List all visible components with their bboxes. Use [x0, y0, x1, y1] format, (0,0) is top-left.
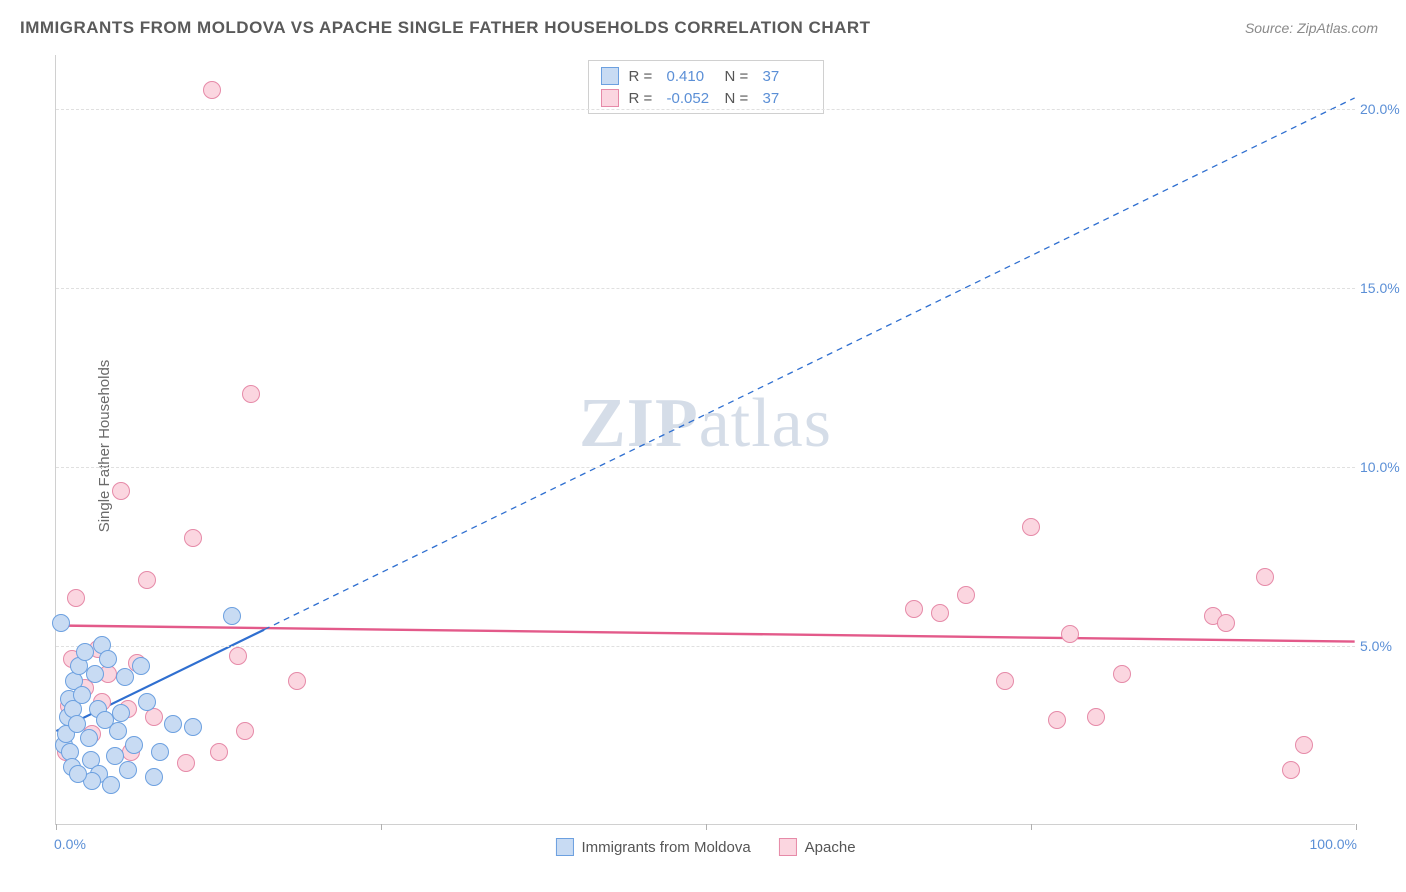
legend-swatch-icon — [601, 67, 619, 85]
data-point-apache — [210, 743, 228, 761]
data-point-apache — [1256, 568, 1274, 586]
data-point-moldova — [116, 668, 134, 686]
data-point-moldova — [164, 715, 182, 733]
data-point-apache — [242, 385, 260, 403]
legend-r-value: 0.410 — [667, 68, 715, 85]
data-point-moldova — [69, 765, 87, 783]
data-point-apache — [138, 571, 156, 589]
plot-area: ZIPatlas R =0.410N =37R =-0.052N =37 Imm… — [55, 55, 1355, 825]
legend-r-label: R = — [629, 90, 657, 107]
data-point-moldova — [112, 704, 130, 722]
data-point-moldova — [86, 665, 104, 683]
legend-n-value: 37 — [763, 90, 811, 107]
y-tick-label: 5.0% — [1360, 638, 1406, 654]
data-point-moldova — [102, 776, 120, 794]
watermark-zip: ZIP — [579, 385, 699, 462]
data-point-moldova — [184, 718, 202, 736]
watermark-atlas: atlas — [699, 385, 832, 462]
legend-n-label: N = — [725, 90, 753, 107]
x-tick — [1356, 824, 1357, 830]
data-point-apache — [288, 672, 306, 690]
data-point-apache — [1048, 711, 1066, 729]
gridline — [56, 288, 1355, 289]
chart-title: IMMIGRANTS FROM MOLDOVA VS APACHE SINGLE… — [20, 18, 871, 38]
data-point-moldova — [151, 743, 169, 761]
legend-n-label: N = — [725, 68, 753, 85]
data-point-apache — [1087, 708, 1105, 726]
data-point-apache — [112, 482, 130, 500]
legend-n-value: 37 — [763, 68, 811, 85]
legend-correlation-row-moldova: R = 0.410 N = 37 — [601, 65, 811, 87]
legend-swatch-icon — [601, 89, 619, 107]
x-axis-max-label: 100.0% — [1310, 836, 1357, 852]
data-point-moldova — [109, 722, 127, 740]
data-point-apache — [177, 754, 195, 772]
data-point-apache — [1217, 614, 1235, 632]
data-point-apache — [229, 647, 247, 665]
data-point-apache — [1022, 518, 1040, 536]
y-tick-label: 15.0% — [1360, 280, 1406, 296]
data-point-apache — [203, 81, 221, 99]
x-tick — [1031, 824, 1032, 830]
x-tick — [56, 824, 57, 830]
data-point-moldova — [223, 607, 241, 625]
data-point-moldova — [73, 686, 91, 704]
data-point-moldova — [52, 614, 70, 632]
y-tick-label: 20.0% — [1360, 101, 1406, 117]
legend-series-label: Apache — [805, 839, 856, 856]
data-point-apache — [1113, 665, 1131, 683]
data-point-apache — [1295, 736, 1313, 754]
gridline — [56, 467, 1355, 468]
data-point-apache — [931, 604, 949, 622]
x-tick — [381, 824, 382, 830]
legend-swatch-icon — [555, 838, 573, 856]
data-point-apache — [1061, 625, 1079, 643]
data-point-moldova — [99, 650, 117, 668]
data-point-apache — [184, 529, 202, 547]
legend-series-item-apache: Apache — [779, 838, 856, 856]
data-point-moldova — [119, 761, 137, 779]
source-attribution: Source: ZipAtlas.com — [1245, 20, 1378, 36]
data-point-moldova — [138, 693, 156, 711]
legend-series-label: Immigrants from Moldova — [581, 839, 750, 856]
trendline-moldova-dashed — [264, 98, 1355, 630]
watermark: ZIPatlas — [579, 384, 832, 464]
data-point-apache — [1282, 761, 1300, 779]
data-point-moldova — [106, 747, 124, 765]
data-point-apache — [996, 672, 1014, 690]
gridline — [56, 646, 1355, 647]
data-point-moldova — [76, 643, 94, 661]
legend-series: Immigrants from Moldova Apache — [555, 838, 855, 856]
legend-r-label: R = — [629, 68, 657, 85]
data-point-moldova — [125, 736, 143, 754]
data-point-moldova — [132, 657, 150, 675]
legend-r-value: -0.052 — [667, 90, 715, 107]
legend-series-item-moldova: Immigrants from Moldova — [555, 838, 750, 856]
data-point-apache — [957, 586, 975, 604]
trend-lines-svg — [56, 55, 1355, 824]
legend-correlation-row-apache: R = -0.052 N = 37 — [601, 87, 811, 109]
y-tick-label: 10.0% — [1360, 459, 1406, 475]
gridline — [56, 109, 1355, 110]
data-point-moldova — [145, 768, 163, 786]
legend-swatch-icon — [779, 838, 797, 856]
trendline-apache — [56, 625, 1354, 641]
data-point-apache — [905, 600, 923, 618]
data-point-apache — [236, 722, 254, 740]
x-tick — [706, 824, 707, 830]
x-axis-min-label: 0.0% — [54, 836, 86, 852]
data-point-moldova — [80, 729, 98, 747]
legend-correlation: R = 0.410 N = 37 R = -0.052 N = 37 — [588, 60, 824, 114]
data-point-apache — [67, 589, 85, 607]
